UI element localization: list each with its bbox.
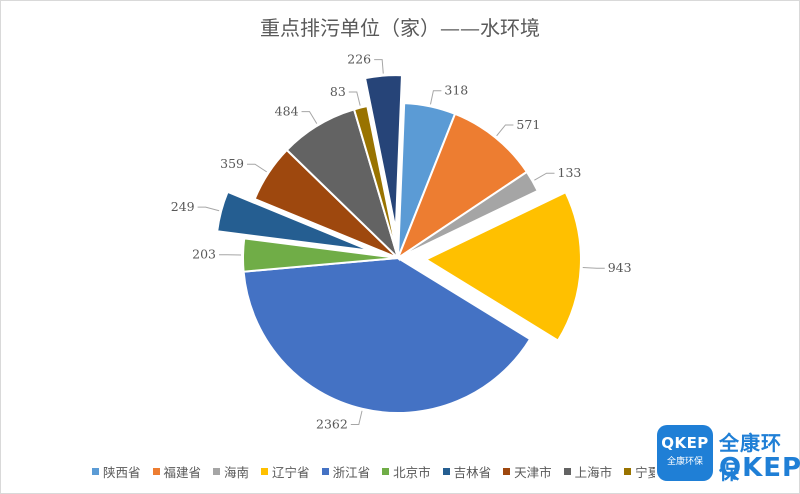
- legend-item: 浙江省: [321, 462, 371, 481]
- logo-badge: QKEP 全康环保: [657, 425, 713, 481]
- data-label: 571: [516, 117, 540, 132]
- pie-slice: [352, 104, 399, 259]
- logo-badge-main: QKEP: [661, 434, 709, 452]
- legend-label: 辽宁省: [272, 464, 310, 480]
- leader-line: [374, 59, 384, 74]
- data-label: 226: [347, 52, 371, 67]
- data-labels: 318 571 133 943 2362 203 249 359 484 83 226: [171, 52, 632, 432]
- legend-label: 海南: [224, 464, 250, 480]
- logo-badge-sub: 全康环保: [666, 457, 703, 467]
- legend-swatch: [92, 467, 99, 475]
- legend-item: 吉林省: [442, 462, 492, 481]
- leader-line: [350, 410, 363, 425]
- legend-label: 吉林省: [453, 464, 492, 480]
- pie-slice: [395, 112, 529, 261]
- leader-line: [301, 111, 318, 124]
- legend-label: 天津市: [514, 464, 552, 480]
- leader-line: [247, 163, 267, 173]
- pie-slices: [216, 74, 582, 414]
- legend-item: 北京市: [382, 462, 431, 481]
- legend-label: 福建省: [163, 464, 202, 480]
- legend-swatch: [152, 467, 160, 475]
- logo-name-en: QKEP: [719, 453, 800, 483]
- data-label: 249: [171, 199, 195, 214]
- leader-line: [582, 267, 605, 269]
- leader-line: [534, 172, 555, 181]
- legend-swatch: [261, 467, 269, 475]
- legend-item: 辽宁省: [261, 462, 310, 481]
- legend-swatch: [321, 467, 329, 475]
- legend-swatch: [624, 467, 632, 475]
- data-label: 83: [330, 84, 346, 99]
- legend-swatch: [503, 467, 511, 475]
- legend-item: 陕西省: [92, 462, 141, 481]
- data-label: 203: [192, 247, 216, 262]
- logo-name-cn: 全康环保: [719, 431, 782, 484]
- legend: 陕西省 福建省 海南 辽宁省 浙江省 北京市 吉林省 天津市 上海市 宁夏: [92, 460, 660, 482]
- data-label: 2362: [316, 416, 348, 431]
- legend-swatch: [213, 467, 221, 475]
- pie-slice: [397, 170, 540, 259]
- leader-line: [348, 91, 361, 106]
- legend-swatch: [563, 467, 571, 475]
- pie-slice: [216, 190, 372, 252]
- chart-title: 重点排污单位（家）——水环境: [260, 16, 540, 40]
- data-label: 359: [220, 156, 244, 171]
- data-label: 318: [444, 83, 468, 98]
- leader-line: [197, 206, 220, 212]
- pie-slice: [242, 237, 399, 273]
- legend-item: 海南: [213, 462, 249, 481]
- legend-item: 福建省: [152, 462, 202, 481]
- data-label: 133: [558, 165, 582, 180]
- legend-item: 上海市: [563, 462, 613, 481]
- legend-label: 北京市: [393, 464, 431, 480]
- pie-slice: [363, 74, 404, 231]
- leader-line: [496, 124, 514, 137]
- legend-swatch: [442, 467, 450, 475]
- legend-label: 上海市: [574, 464, 613, 480]
- qkep-logo: QKEP 全康环保 全康环保 QKEP: [655, 423, 800, 491]
- legend-label: 宁夏: [635, 464, 661, 480]
- legend-label: 浙江省: [332, 464, 371, 480]
- legend-label: 陕西省: [103, 464, 141, 480]
- legend-item: 宁夏: [624, 462, 660, 481]
- data-label: 943: [608, 260, 632, 275]
- legend-swatch: [382, 467, 390, 475]
- leader-lines: [197, 59, 605, 425]
- data-label: 484: [275, 104, 299, 119]
- leader-line: [429, 90, 442, 105]
- pie-slice: [242, 256, 532, 414]
- pie-slice: [423, 190, 582, 342]
- legend-item: 天津市: [503, 462, 552, 481]
